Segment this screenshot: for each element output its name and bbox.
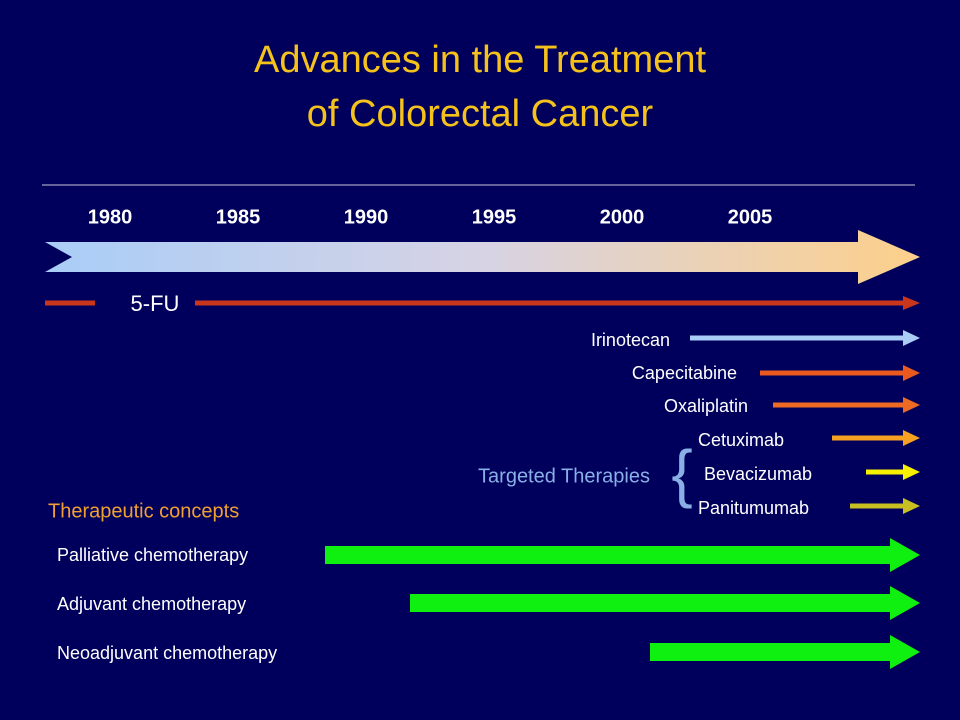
drug-label: Bevacizumab xyxy=(704,464,812,484)
drug-label: Cetuximab xyxy=(698,430,784,450)
year: 1985 xyxy=(216,206,261,228)
timeline-arrow xyxy=(45,230,920,284)
drug-label: 5-FU xyxy=(131,291,180,316)
arrow-head xyxy=(903,430,920,446)
concept-arrow xyxy=(325,538,920,572)
drug-label: Oxaliplatin xyxy=(664,396,748,416)
drug-label: Panitumumab xyxy=(698,498,809,518)
arrow-head xyxy=(903,397,920,413)
brace: { xyxy=(671,437,692,509)
concept-label: Adjuvant chemotherapy xyxy=(57,594,246,614)
drug-label: Capecitabine xyxy=(632,363,737,383)
concept-label: Neoadjuvant chemotherapy xyxy=(57,643,277,663)
drug-label: Irinotecan xyxy=(591,330,670,350)
year: 1990 xyxy=(344,206,389,228)
concept-arrow xyxy=(650,635,920,669)
group-label: Targeted Therapies xyxy=(478,465,650,487)
arrow-head xyxy=(903,464,920,480)
section-heading: Therapeutic concepts xyxy=(48,500,239,522)
concept-arrow xyxy=(410,586,920,620)
arrow-head xyxy=(903,365,920,381)
arrow-head xyxy=(903,296,920,310)
title-line: of Colorectal Cancer xyxy=(307,93,654,135)
title-line: Advances in the Treatment xyxy=(254,39,706,81)
year: 1980 xyxy=(88,206,133,228)
concept-label: Palliative chemotherapy xyxy=(57,545,248,565)
year: 1995 xyxy=(472,206,517,228)
year: 2000 xyxy=(600,206,645,228)
arrow-head xyxy=(903,330,920,346)
arrow-head xyxy=(903,498,920,514)
year: 2005 xyxy=(728,206,773,228)
